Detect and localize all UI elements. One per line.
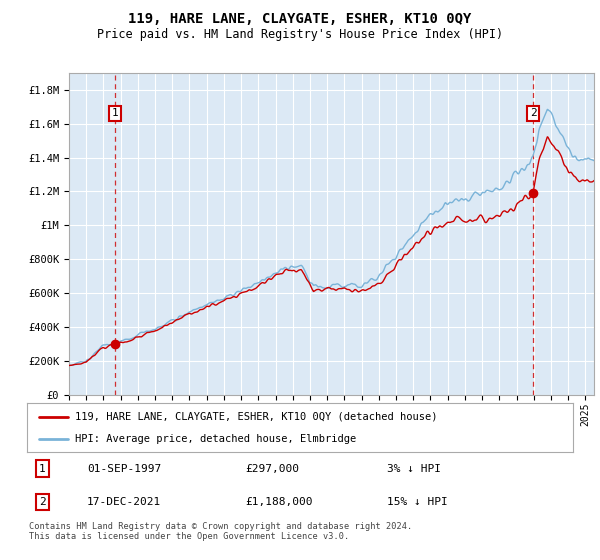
Text: £297,000: £297,000 — [245, 464, 299, 474]
Text: 17-DEC-2021: 17-DEC-2021 — [87, 497, 161, 507]
Text: Contains HM Land Registry data © Crown copyright and database right 2024.
This d: Contains HM Land Registry data © Crown c… — [29, 522, 412, 542]
Text: 1: 1 — [112, 109, 118, 119]
Text: 2: 2 — [39, 497, 46, 507]
Text: HPI: Average price, detached house, Elmbridge: HPI: Average price, detached house, Elmb… — [75, 434, 356, 444]
Text: Price paid vs. HM Land Registry's House Price Index (HPI): Price paid vs. HM Land Registry's House … — [97, 28, 503, 41]
Text: 119, HARE LANE, CLAYGATE, ESHER, KT10 0QY: 119, HARE LANE, CLAYGATE, ESHER, KT10 0Q… — [128, 12, 472, 26]
Text: 15% ↓ HPI: 15% ↓ HPI — [388, 497, 448, 507]
Text: 2: 2 — [530, 109, 536, 119]
Text: 01-SEP-1997: 01-SEP-1997 — [87, 464, 161, 474]
Text: 3% ↓ HPI: 3% ↓ HPI — [388, 464, 442, 474]
Text: £1,188,000: £1,188,000 — [245, 497, 313, 507]
Text: 119, HARE LANE, CLAYGATE, ESHER, KT10 0QY (detached house): 119, HARE LANE, CLAYGATE, ESHER, KT10 0Q… — [75, 412, 437, 422]
Text: 1: 1 — [39, 464, 46, 474]
